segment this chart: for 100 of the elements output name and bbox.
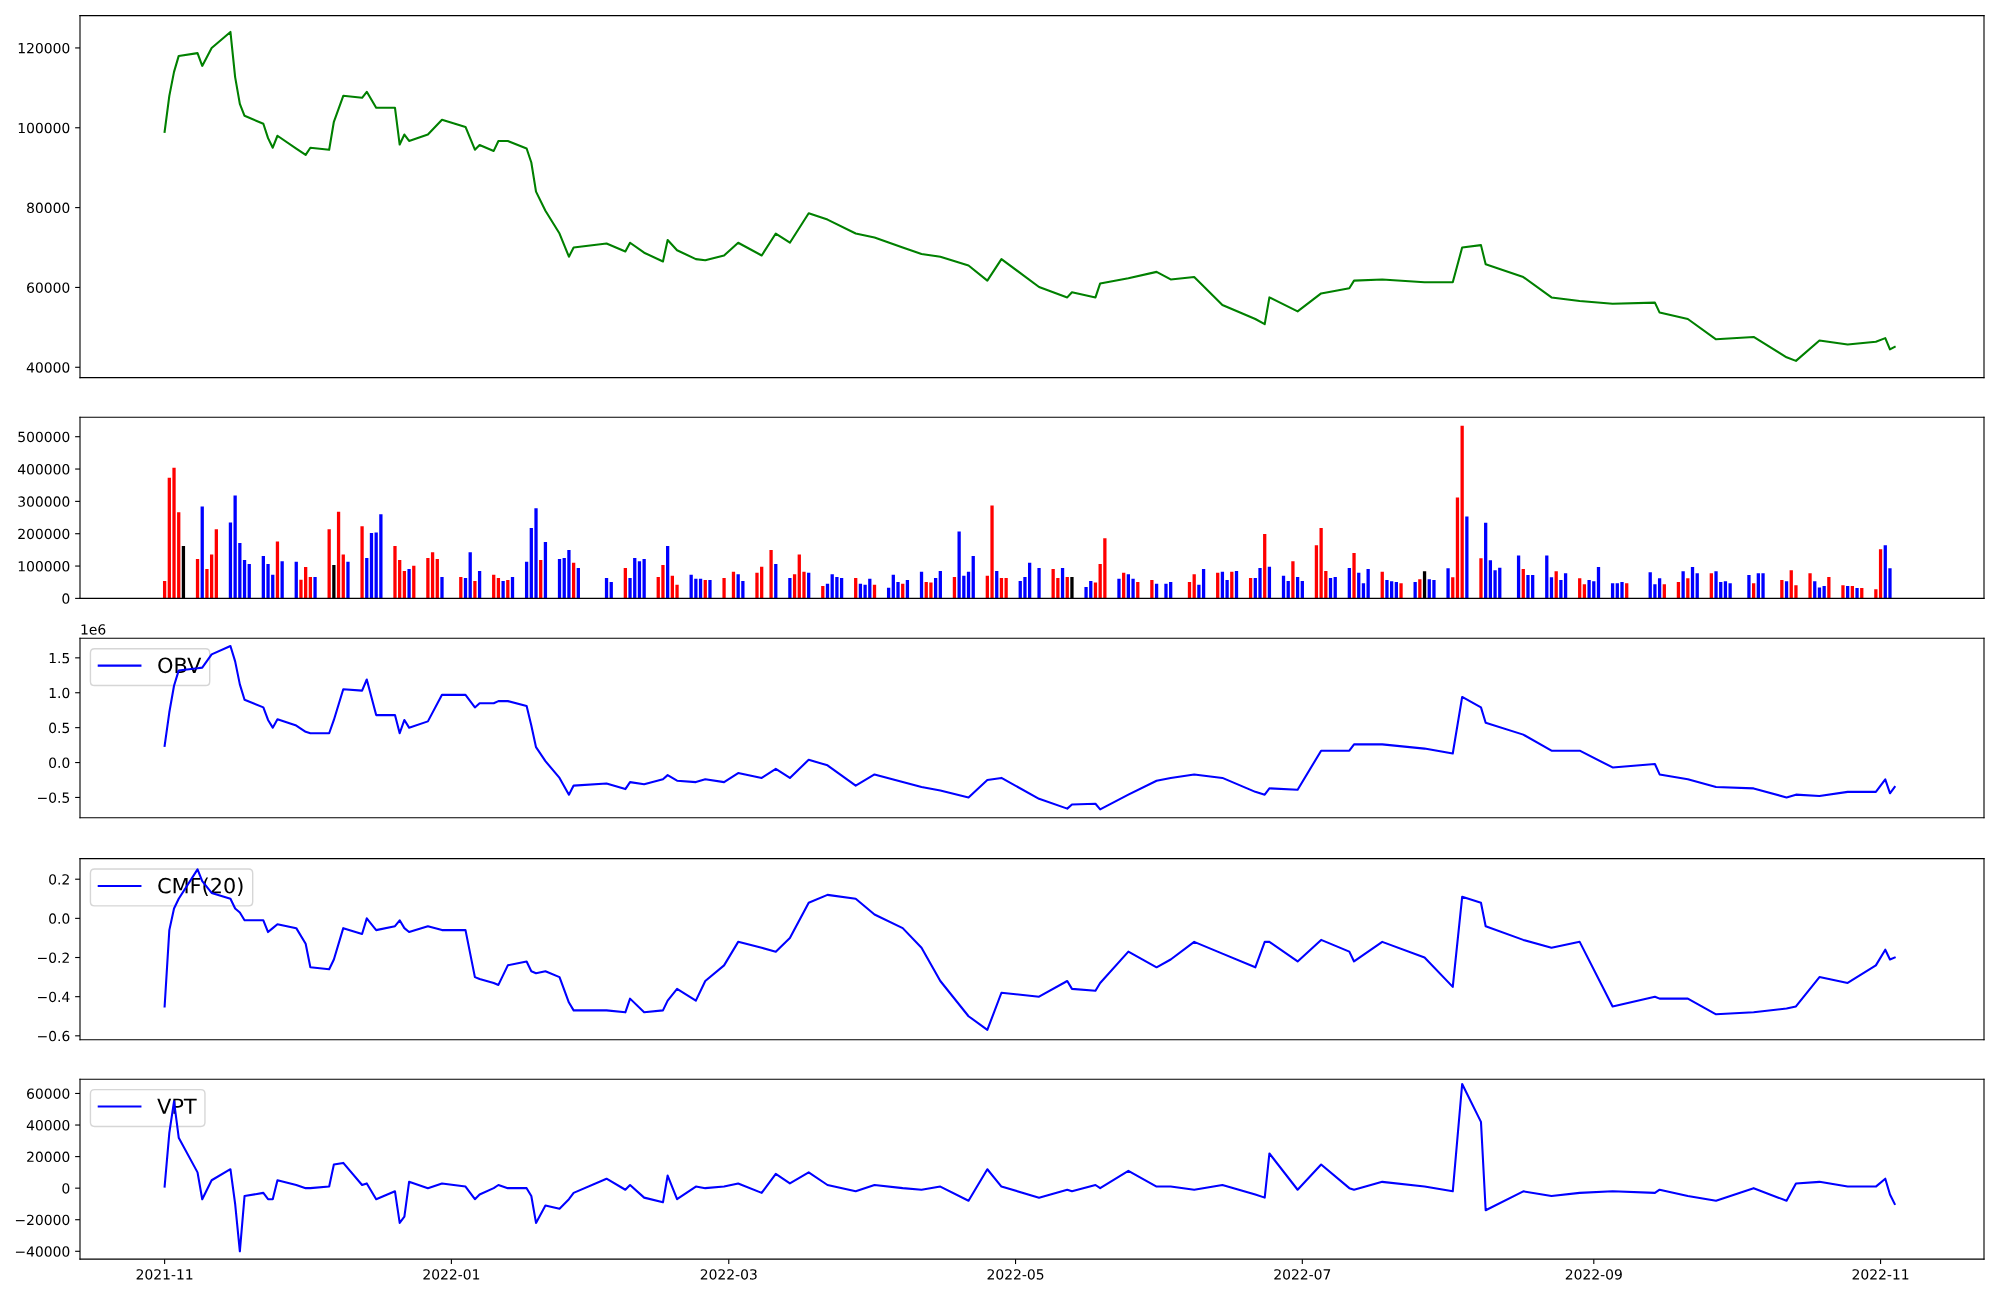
bar [1761, 573, 1765, 599]
bar [1258, 567, 1262, 599]
bar [1164, 583, 1168, 599]
y-tick-label: −0.4 [38, 991, 70, 1003]
bar [1850, 586, 1855, 599]
y-tick-label: 1.0 [49, 687, 70, 699]
y-tick-label: 0.2 [49, 874, 69, 885]
bar [510, 577, 515, 599]
bar [195, 558, 200, 599]
bar [1751, 583, 1756, 599]
y-tick-label: 200000 [18, 528, 70, 540]
bar [966, 571, 971, 599]
x-tick-label: 2022-03 [700, 1269, 757, 1280]
bar [1827, 577, 1831, 599]
bar [1004, 578, 1008, 599]
bar [430, 552, 435, 599]
y-tick-label: 40000 [26, 1120, 70, 1131]
bar [209, 554, 214, 599]
bar [468, 552, 472, 599]
bar [1484, 522, 1488, 599]
bar [708, 579, 712, 599]
bar [412, 565, 416, 599]
bar [722, 578, 726, 599]
bar [854, 578, 858, 599]
bar [1578, 578, 1582, 599]
bar [1817, 587, 1822, 599]
y-tick-label: 1.5 [49, 653, 70, 664]
bar [567, 549, 571, 599]
bar [341, 554, 345, 599]
line-series [163, 30, 1896, 362]
bar [1657, 578, 1662, 599]
bar [1347, 567, 1351, 599]
text: 1e6 [81, 624, 106, 635]
bar [1784, 581, 1789, 599]
bar [247, 564, 251, 599]
bar [990, 505, 994, 599]
y-tick-label: 0.5 [49, 722, 70, 734]
bar [1319, 527, 1323, 599]
y-tick-label: 20000 [27, 1151, 70, 1163]
bar [1709, 573, 1713, 599]
bar [1234, 570, 1239, 599]
bar [576, 567, 580, 599]
y-tick-label: 80000 [27, 202, 70, 214]
bar [1263, 534, 1267, 599]
bar [200, 506, 204, 599]
y-tick-label: −0.2 [38, 952, 69, 963]
y-tick-label: 40000 [26, 362, 70, 373]
bar [214, 529, 218, 599]
bar [769, 549, 773, 599]
bar [1841, 585, 1845, 599]
y-tick-label: 0.0 [49, 757, 70, 769]
bar [938, 570, 942, 599]
bar [839, 578, 844, 599]
bar [435, 558, 439, 599]
bar [788, 578, 792, 599]
bar [1446, 568, 1450, 599]
bar [1037, 567, 1041, 599]
bar [393, 546, 397, 599]
bar [1455, 497, 1460, 599]
bar [539, 559, 543, 599]
bar [642, 558, 646, 599]
bar [1690, 567, 1695, 599]
x-tick-label: 2022-07 [1274, 1269, 1331, 1280]
bar [1681, 571, 1685, 599]
bar [933, 578, 938, 599]
bar [929, 582, 933, 599]
y-tick-label: −0.6 [38, 1030, 70, 1042]
bar [952, 577, 957, 599]
bar [1065, 577, 1069, 599]
bar [379, 514, 383, 599]
bar [1220, 571, 1225, 599]
bar [294, 561, 298, 599]
y-tick-label: −0.5 [38, 792, 70, 803]
bar [623, 567, 627, 599]
bar [792, 574, 797, 599]
bar [501, 580, 505, 599]
bar [1846, 586, 1850, 599]
bar [835, 577, 839, 599]
bar [1295, 577, 1300, 599]
bar [821, 586, 825, 599]
bar [242, 559, 247, 599]
bar [1686, 578, 1690, 599]
bar [1328, 578, 1333, 599]
bar [463, 578, 468, 599]
x-tick-label: 2022-05 [987, 1269, 1044, 1280]
bar [1380, 571, 1384, 599]
bar [1714, 571, 1718, 599]
y-tick-label: 0 [62, 1183, 70, 1194]
bar [957, 531, 961, 599]
bar [1352, 553, 1356, 599]
y-tick-label: 500000 [18, 431, 70, 443]
bar [774, 564, 778, 599]
bar [1521, 568, 1525, 599]
x-tick-label: 2022-11 [1852, 1269, 1909, 1280]
bar [346, 561, 350, 599]
y-tick-label: 300000 [18, 496, 70, 507]
bar [1554, 571, 1558, 599]
bar [1451, 577, 1455, 599]
bar [1060, 567, 1065, 599]
bar [440, 577, 444, 599]
